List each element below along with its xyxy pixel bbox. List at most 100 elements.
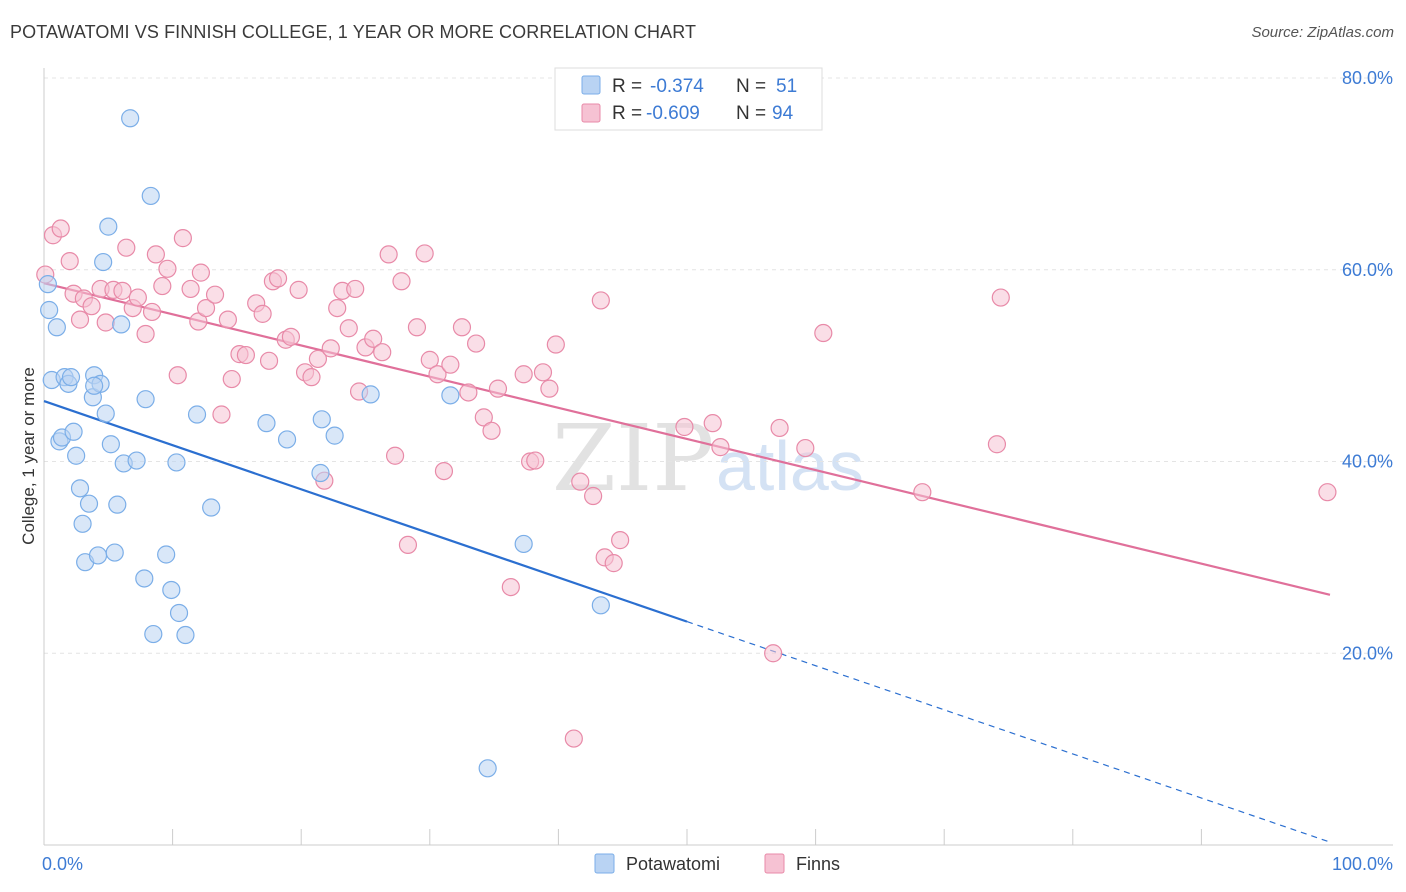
point-potawatomi-3 xyxy=(47,318,66,337)
point-potawatomi-21 xyxy=(99,217,118,236)
legend-r-value-finns: -0.609 xyxy=(646,103,700,124)
point-finns-60 xyxy=(428,365,447,384)
point-potawatomi-47 xyxy=(514,534,533,554)
point-potawatomi-10 xyxy=(67,446,86,465)
point-finns-89 xyxy=(814,323,833,343)
point-finns-36 xyxy=(268,269,288,288)
legend-swatch-potawatomi xyxy=(581,75,601,95)
point-potawatomi-44 xyxy=(325,426,344,445)
point-finns-76 xyxy=(564,729,583,748)
y-tick-label-40: 40.0% xyxy=(1342,452,1393,472)
point-finns-78 xyxy=(584,486,603,506)
point-finns-21 xyxy=(173,229,192,248)
point-finns-11 xyxy=(113,281,132,300)
bottom-legend-swatch-finns xyxy=(764,853,785,874)
point-finns-84 xyxy=(703,414,722,433)
bottom-legend-swatch-potawatomi xyxy=(594,853,615,874)
point-finns-92 xyxy=(991,288,1010,307)
point-finns-3 xyxy=(60,252,79,271)
bottom-legend-label-potawatomi: Potawatomi xyxy=(626,854,720,874)
point-finns-64 xyxy=(459,383,478,402)
point-potawatomi-42 xyxy=(311,463,330,483)
point-finns-70 xyxy=(514,365,533,384)
point-finns-90 xyxy=(913,483,932,502)
y-tick-label-80: 80.0% xyxy=(1342,68,1393,88)
point-finns-39 xyxy=(289,280,308,299)
point-potawatomi-37 xyxy=(176,625,195,645)
point-finns-27 xyxy=(212,405,231,424)
point-finns-28 xyxy=(218,310,237,329)
legend-box: R = -0.374 N = 51 R = -0.609 N = 94 xyxy=(554,67,823,131)
point-finns-54 xyxy=(385,446,405,465)
point-finns-48 xyxy=(346,279,365,299)
legend-n-label-finns: N = xyxy=(736,103,766,124)
point-finns-56 xyxy=(398,535,418,555)
point-finns-72 xyxy=(526,451,545,470)
point-potawatomi-33 xyxy=(157,545,176,564)
point-potawatomi-12 xyxy=(73,514,92,533)
point-finns-81 xyxy=(604,554,623,573)
point-finns-79 xyxy=(591,291,610,310)
point-finns-47 xyxy=(339,319,358,338)
point-finns-42 xyxy=(308,349,328,369)
point-finns-12 xyxy=(117,238,136,257)
point-finns-57 xyxy=(407,318,427,337)
point-potawatomi-38 xyxy=(187,405,207,424)
point-finns-88 xyxy=(796,438,815,458)
bottom-legend: Potawatomi Finns xyxy=(594,853,840,874)
point-finns-41 xyxy=(302,368,321,387)
point-finns-17 xyxy=(146,245,165,264)
point-potawatomi-46 xyxy=(441,386,460,405)
point-finns-87 xyxy=(770,418,789,438)
point-finns-38 xyxy=(281,327,301,346)
legend-swatch-finns xyxy=(581,103,601,123)
point-potawatomi-23 xyxy=(105,543,124,562)
gridlines xyxy=(44,77,1392,654)
trend-line-extension-potawatomi xyxy=(686,621,1331,843)
point-potawatomi-41 xyxy=(277,430,297,449)
point-finns-25 xyxy=(196,299,216,318)
point-finns-26 xyxy=(205,285,225,304)
axes xyxy=(43,68,1393,846)
point-finns-2 xyxy=(51,219,70,238)
point-finns-68 xyxy=(488,379,508,398)
point-finns-16 xyxy=(142,302,162,322)
point-potawatomi-45 xyxy=(361,385,380,404)
y-tick-label-60: 60.0% xyxy=(1342,260,1393,280)
legend-n-value-finns: 94 xyxy=(772,103,794,124)
point-potawatomi-11 xyxy=(70,479,90,498)
trend-line-potawatomi xyxy=(43,400,688,623)
point-potawatomi-31 xyxy=(141,186,160,206)
point-potawatomi-0 xyxy=(38,275,57,294)
point-potawatomi-25 xyxy=(112,315,131,334)
point-finns-83 xyxy=(675,417,694,437)
bottom-legend-label-finns: Finns xyxy=(796,854,840,874)
point-potawatomi-40 xyxy=(257,414,276,433)
point-finns-52 xyxy=(373,343,392,362)
point-potawatomi-27 xyxy=(121,109,140,128)
point-potawatomi-22 xyxy=(101,435,120,454)
trend-lines xyxy=(43,282,1331,843)
point-potawatomi-49 xyxy=(478,759,497,778)
point-finns-20 xyxy=(168,366,187,385)
point-finns-59 xyxy=(420,350,439,369)
point-potawatomi-17 xyxy=(88,546,108,565)
point-potawatomi-32 xyxy=(144,624,163,644)
point-potawatomi-8 xyxy=(61,368,81,387)
point-finns-77 xyxy=(571,472,590,491)
point-finns-44 xyxy=(321,339,340,358)
x-tick-label-100: 100.0% xyxy=(1332,854,1393,874)
point-finns-65 xyxy=(466,334,486,353)
x-tick-label-0: 0.0% xyxy=(42,854,83,874)
point-potawatomi-1 xyxy=(40,300,59,320)
point-finns-7 xyxy=(82,297,101,316)
point-finns-51 xyxy=(364,329,383,348)
point-potawatomi-9 xyxy=(64,422,83,441)
point-potawatomi-28 xyxy=(127,451,146,470)
data-points xyxy=(36,109,1337,778)
point-finns-62 xyxy=(441,355,460,374)
point-finns-19 xyxy=(158,259,177,278)
y-axis-label: College, 1 year or more xyxy=(19,367,38,545)
legend-r-label-finns: R = xyxy=(612,103,642,124)
